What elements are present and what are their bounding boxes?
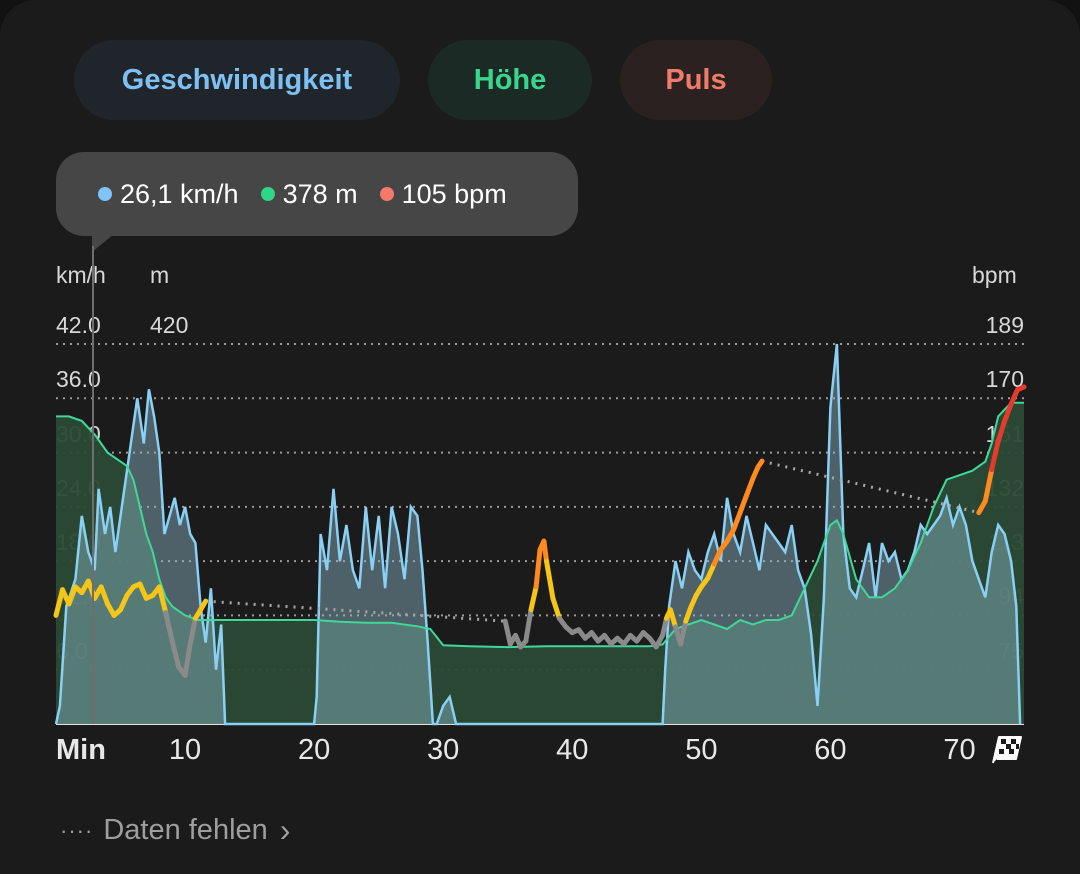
speed-tick-label: 36.0 [56, 366, 101, 393]
heart-rate-line [169, 638, 182, 670]
missing-data-link[interactable]: ···· Daten fehlen › [60, 812, 290, 849]
heart-rate-line [705, 561, 717, 581]
heart-rate-line [541, 538, 549, 564]
heart-rate-line [182, 641, 193, 678]
speed-tick-label: 42.0 [56, 312, 101, 338]
x-tick-label: 40 [556, 734, 589, 766]
tab-heart-rate[interactable]: Puls [620, 40, 772, 120]
heart-rate-line [66, 584, 78, 607]
tooltip-heart-rate-value: 105 bpm [401, 178, 507, 209]
heart-rate-line [731, 510, 743, 533]
value-tooltip: 26,1 km/h 378 m 105 bpm [56, 152, 578, 236]
altitude-unit-label: m [150, 262, 170, 288]
heart-rate-tick-label: 170 [985, 366, 1024, 393]
tooltip-speed-value: 26,1 km/h [120, 178, 239, 209]
finish-flag-icon [989, 733, 1025, 772]
altitude-dot-icon [260, 187, 275, 201]
heart-rate-line [667, 607, 678, 630]
heart-rate-line [660, 615, 669, 638]
heart-rate-line [755, 458, 765, 470]
heart-rate-gap [761, 459, 980, 515]
dotted-line-icon: ···· [60, 817, 94, 843]
speed-dot-icon [98, 187, 112, 201]
heart-rate-line [523, 607, 534, 644]
chevron-right-icon: › [279, 812, 291, 848]
missing-data-label: Daten fehlen [103, 814, 268, 846]
heart-rate-line [1015, 384, 1027, 393]
altitude-area [56, 402, 1024, 724]
heart-rate-line [187, 615, 198, 647]
heart-rate-line [1002, 401, 1014, 424]
x-axis-unit: Min [56, 734, 106, 766]
heart-rate-tick-label: 189 [985, 312, 1024, 338]
heart-rate-line [1008, 387, 1020, 407]
heart-rate-unit-label: bpm [972, 262, 1017, 288]
metric-tabs: Geschwindigkeit Höhe Puls [74, 40, 772, 120]
heart-rate-line [528, 584, 539, 613]
heart-rate-line [156, 584, 169, 616]
heart-rate-line [98, 584, 111, 607]
heart-rate-dot-icon [379, 187, 394, 201]
heart-rate-line [502, 618, 513, 647]
tab-speed[interactable]: Geschwindigkeit [74, 40, 400, 120]
speed-unit-label: km/h [56, 262, 106, 288]
heart-rate-line [989, 438, 1001, 473]
heart-rate-line [118, 592, 130, 613]
x-tick-label: 30 [427, 734, 460, 766]
heart-rate-line [744, 475, 756, 498]
tooltip-speed: 26,1 km/h [98, 179, 239, 210]
speed-area [56, 344, 1021, 724]
heart-rate-line [53, 587, 65, 618]
x-tick-label: 10 [168, 734, 202, 766]
heart-rate-line [533, 547, 543, 590]
heart-rate-line [737, 492, 749, 516]
heart-rate-line [711, 547, 724, 567]
x-tick-label: 50 [685, 734, 718, 766]
heart-rate-line [544, 558, 556, 601]
altitude-line [56, 401, 1024, 649]
heart-rate-line [982, 467, 995, 504]
tooltip-pointer [92, 234, 114, 252]
x-tick-label: 60 [814, 734, 847, 766]
heart-rate-line [995, 418, 1008, 444]
altitude-tick-label: 420 [150, 312, 189, 338]
heart-rate-line [198, 598, 209, 613]
heart-rate-line [163, 610, 175, 644]
x-tick-label: 20 [297, 734, 331, 766]
tooltip-heart-rate: 105 bpm [379, 178, 507, 210]
tab-altitude[interactable]: Höhe [428, 40, 592, 120]
heart-rate-line [137, 581, 149, 601]
tooltip-altitude: 378 m [260, 178, 358, 210]
heart-rate-line [550, 595, 562, 621]
x-tick-label: 70 [943, 734, 976, 766]
tooltip-altitude-value: 378 m [282, 178, 358, 209]
heart-rate-line [683, 604, 694, 624]
heart-rate-line [678, 618, 689, 647]
